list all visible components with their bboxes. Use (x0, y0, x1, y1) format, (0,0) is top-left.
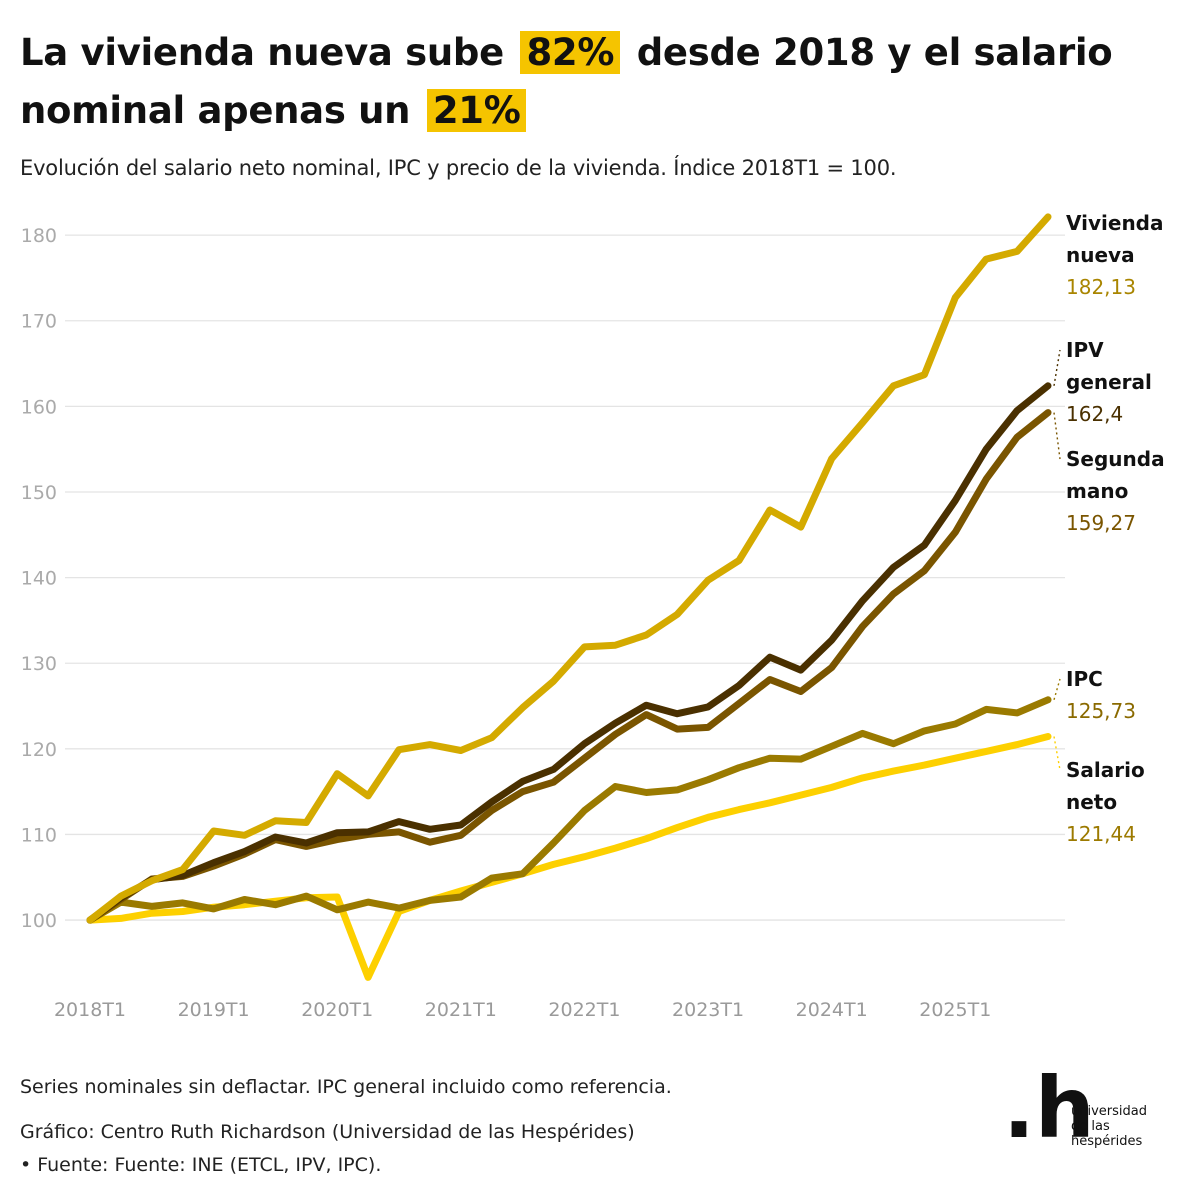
end-label-ipv-general: IPV general 162,4 (1053, 338, 1152, 426)
university-logo-text: universidad de las hespérides (1071, 1104, 1147, 1149)
series-name-label: Salario (1066, 758, 1145, 782)
end-label-salario-neto: Salario neto 121,44 (1053, 736, 1145, 846)
title-text-1: La vivienda nueva sube (20, 31, 504, 74)
series-name-label: IPC (1066, 667, 1103, 691)
x-tick-label: 2022T1 (548, 999, 620, 1021)
y-tick-label: 160 (21, 396, 57, 418)
logo-line-3: hespérides (1071, 1134, 1143, 1149)
logo-line-1: universidad (1071, 1104, 1147, 1119)
y-tick-label: 120 (21, 739, 57, 761)
series-value-label: 182,13 (1066, 275, 1136, 299)
series-name-label: nueva (1066, 243, 1135, 267)
series-name-label: neto (1066, 790, 1117, 814)
label-leader-line (1053, 412, 1061, 460)
y-tick-label: 180 (21, 225, 57, 247)
logo-line-2: de las (1071, 1119, 1110, 1134)
x-tick-label: 2020T1 (301, 999, 373, 1021)
title-text-2: desde 2018 y el salario nominal apenas u… (20, 31, 1113, 132)
series-name-label: IPV (1066, 338, 1104, 362)
series-value-label: 121,44 (1066, 822, 1136, 846)
title-highlight-1: 82% (520, 31, 621, 74)
label-leader-line (1053, 678, 1061, 700)
end-label-vivienda-nueva: Vivienda nueva 182,13 (1066, 211, 1164, 299)
y-tick-label: 150 (21, 482, 57, 504)
chart-subtitle: Evolución del salario neto nominal, IPC … (20, 156, 897, 180)
x-tick-label: 2025T1 (919, 999, 991, 1021)
series-line-vivienda-nueva (86, 213, 1052, 924)
footer-note: Series nominales sin deflactar. IPC gene… (20, 1076, 672, 1098)
y-tick-label: 100 (21, 910, 57, 932)
footer-credit: Gráfico: Centro Ruth Richardson (Univers… (20, 1121, 635, 1143)
end-label-segunda-mano: Segunda mano 159,27 (1053, 412, 1165, 535)
series-line-ipv-general (86, 382, 1052, 924)
label-leader-line (1053, 736, 1061, 771)
x-tick-label: 2023T1 (672, 999, 744, 1021)
series-name-label: Segunda (1066, 447, 1165, 471)
chart-title: La vivienda nueva sube 82% desde 2018 y … (20, 24, 1170, 140)
series-value-label: 162,4 (1066, 402, 1123, 426)
x-tick-label: 2018T1 (54, 999, 126, 1021)
series-value-label: 125,73 (1066, 699, 1136, 723)
y-tick-label: 140 (21, 568, 57, 590)
footer-source: • Fuente: Fuente: INE (ETCL, IPV, IPC). (20, 1154, 382, 1176)
y-tick-label: 170 (21, 311, 57, 333)
series-name-label: general (1066, 370, 1152, 394)
y-tick-label: 110 (21, 824, 57, 846)
label-leader-line (1053, 349, 1061, 386)
series-name-label: Vivienda (1066, 211, 1164, 235)
end-label-ipc: IPC 125,73 (1053, 667, 1136, 723)
title-highlight-2: 21% (426, 89, 527, 132)
series-line-salario-neto (86, 733, 1052, 981)
line-chart: 100 110 120 130 140 150 160 170 180 2018T1 2019T1… (21, 211, 1165, 1021)
series-line-ipc (86, 696, 1052, 924)
y-tick-label: 130 (21, 653, 57, 675)
x-tick-label: 2024T1 (796, 999, 868, 1021)
series-name-label: mano (1066, 479, 1128, 503)
series-value-label: 159,27 (1066, 511, 1136, 535)
university-logo: .h (1003, 1059, 1095, 1157)
x-tick-label: 2019T1 (178, 999, 250, 1021)
x-tick-label: 2021T1 (425, 999, 497, 1021)
